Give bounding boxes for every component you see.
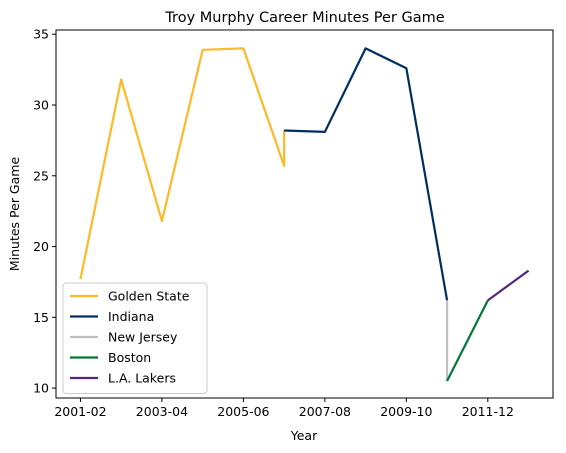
legend: Golden State Indiana New Jersey Boston L.A. …	[63, 283, 207, 394]
x-tick-label: 2005-06	[217, 404, 269, 419]
chart-title: Troy Murphy Career Minutes Per Game	[164, 10, 444, 26]
legend-label-new-jersey: New Jersey	[108, 330, 178, 345]
x-axis: 2001-02 2003-04 2005-06 2007-08 2009-10 2011-…	[54, 398, 514, 419]
legend-label-indiana: Indiana	[108, 309, 154, 324]
y-tick-label: 30	[33, 98, 49, 113]
y-axis-label: Minutes Per Game	[7, 157, 22, 272]
series-line-boston	[447, 300, 488, 381]
series-line-l-a-lakers	[488, 271, 529, 301]
y-axis: 10 15 20 25 30 35	[33, 27, 56, 396]
x-tick-label: 2011-12	[462, 404, 514, 419]
legend-label-boston: Boston	[108, 350, 151, 365]
x-tick-label: 2007-08	[299, 404, 351, 419]
y-tick-label: 35	[33, 27, 49, 42]
y-tick-label: 20	[33, 239, 49, 254]
x-axis-label: Year	[290, 428, 318, 443]
x-tick-label: 2001-02	[54, 404, 106, 419]
x-tick-label: 2009-10	[380, 404, 432, 419]
x-tick-label: 2003-04	[136, 404, 188, 419]
series-line-indiana	[284, 48, 447, 300]
legend-label-l-a-lakers: L.A. Lakers	[108, 371, 176, 386]
y-tick-label: 10	[33, 381, 49, 396]
y-tick-label: 15	[33, 310, 49, 325]
legend-label-golden-state: Golden State	[108, 289, 190, 304]
y-tick-label: 25	[33, 168, 49, 183]
series-line-golden-state	[80, 48, 284, 279]
